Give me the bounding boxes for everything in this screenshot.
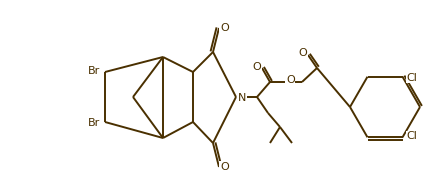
Text: N: N	[238, 93, 246, 103]
Text: O: O	[220, 162, 229, 172]
Text: O: O	[252, 62, 261, 72]
Text: O: O	[298, 48, 307, 58]
Text: O: O	[286, 75, 295, 85]
Text: Cl: Cl	[407, 73, 417, 83]
Text: O: O	[220, 23, 229, 33]
Text: Br: Br	[88, 118, 100, 128]
Text: Br: Br	[88, 66, 100, 76]
Text: Cl: Cl	[407, 131, 417, 141]
